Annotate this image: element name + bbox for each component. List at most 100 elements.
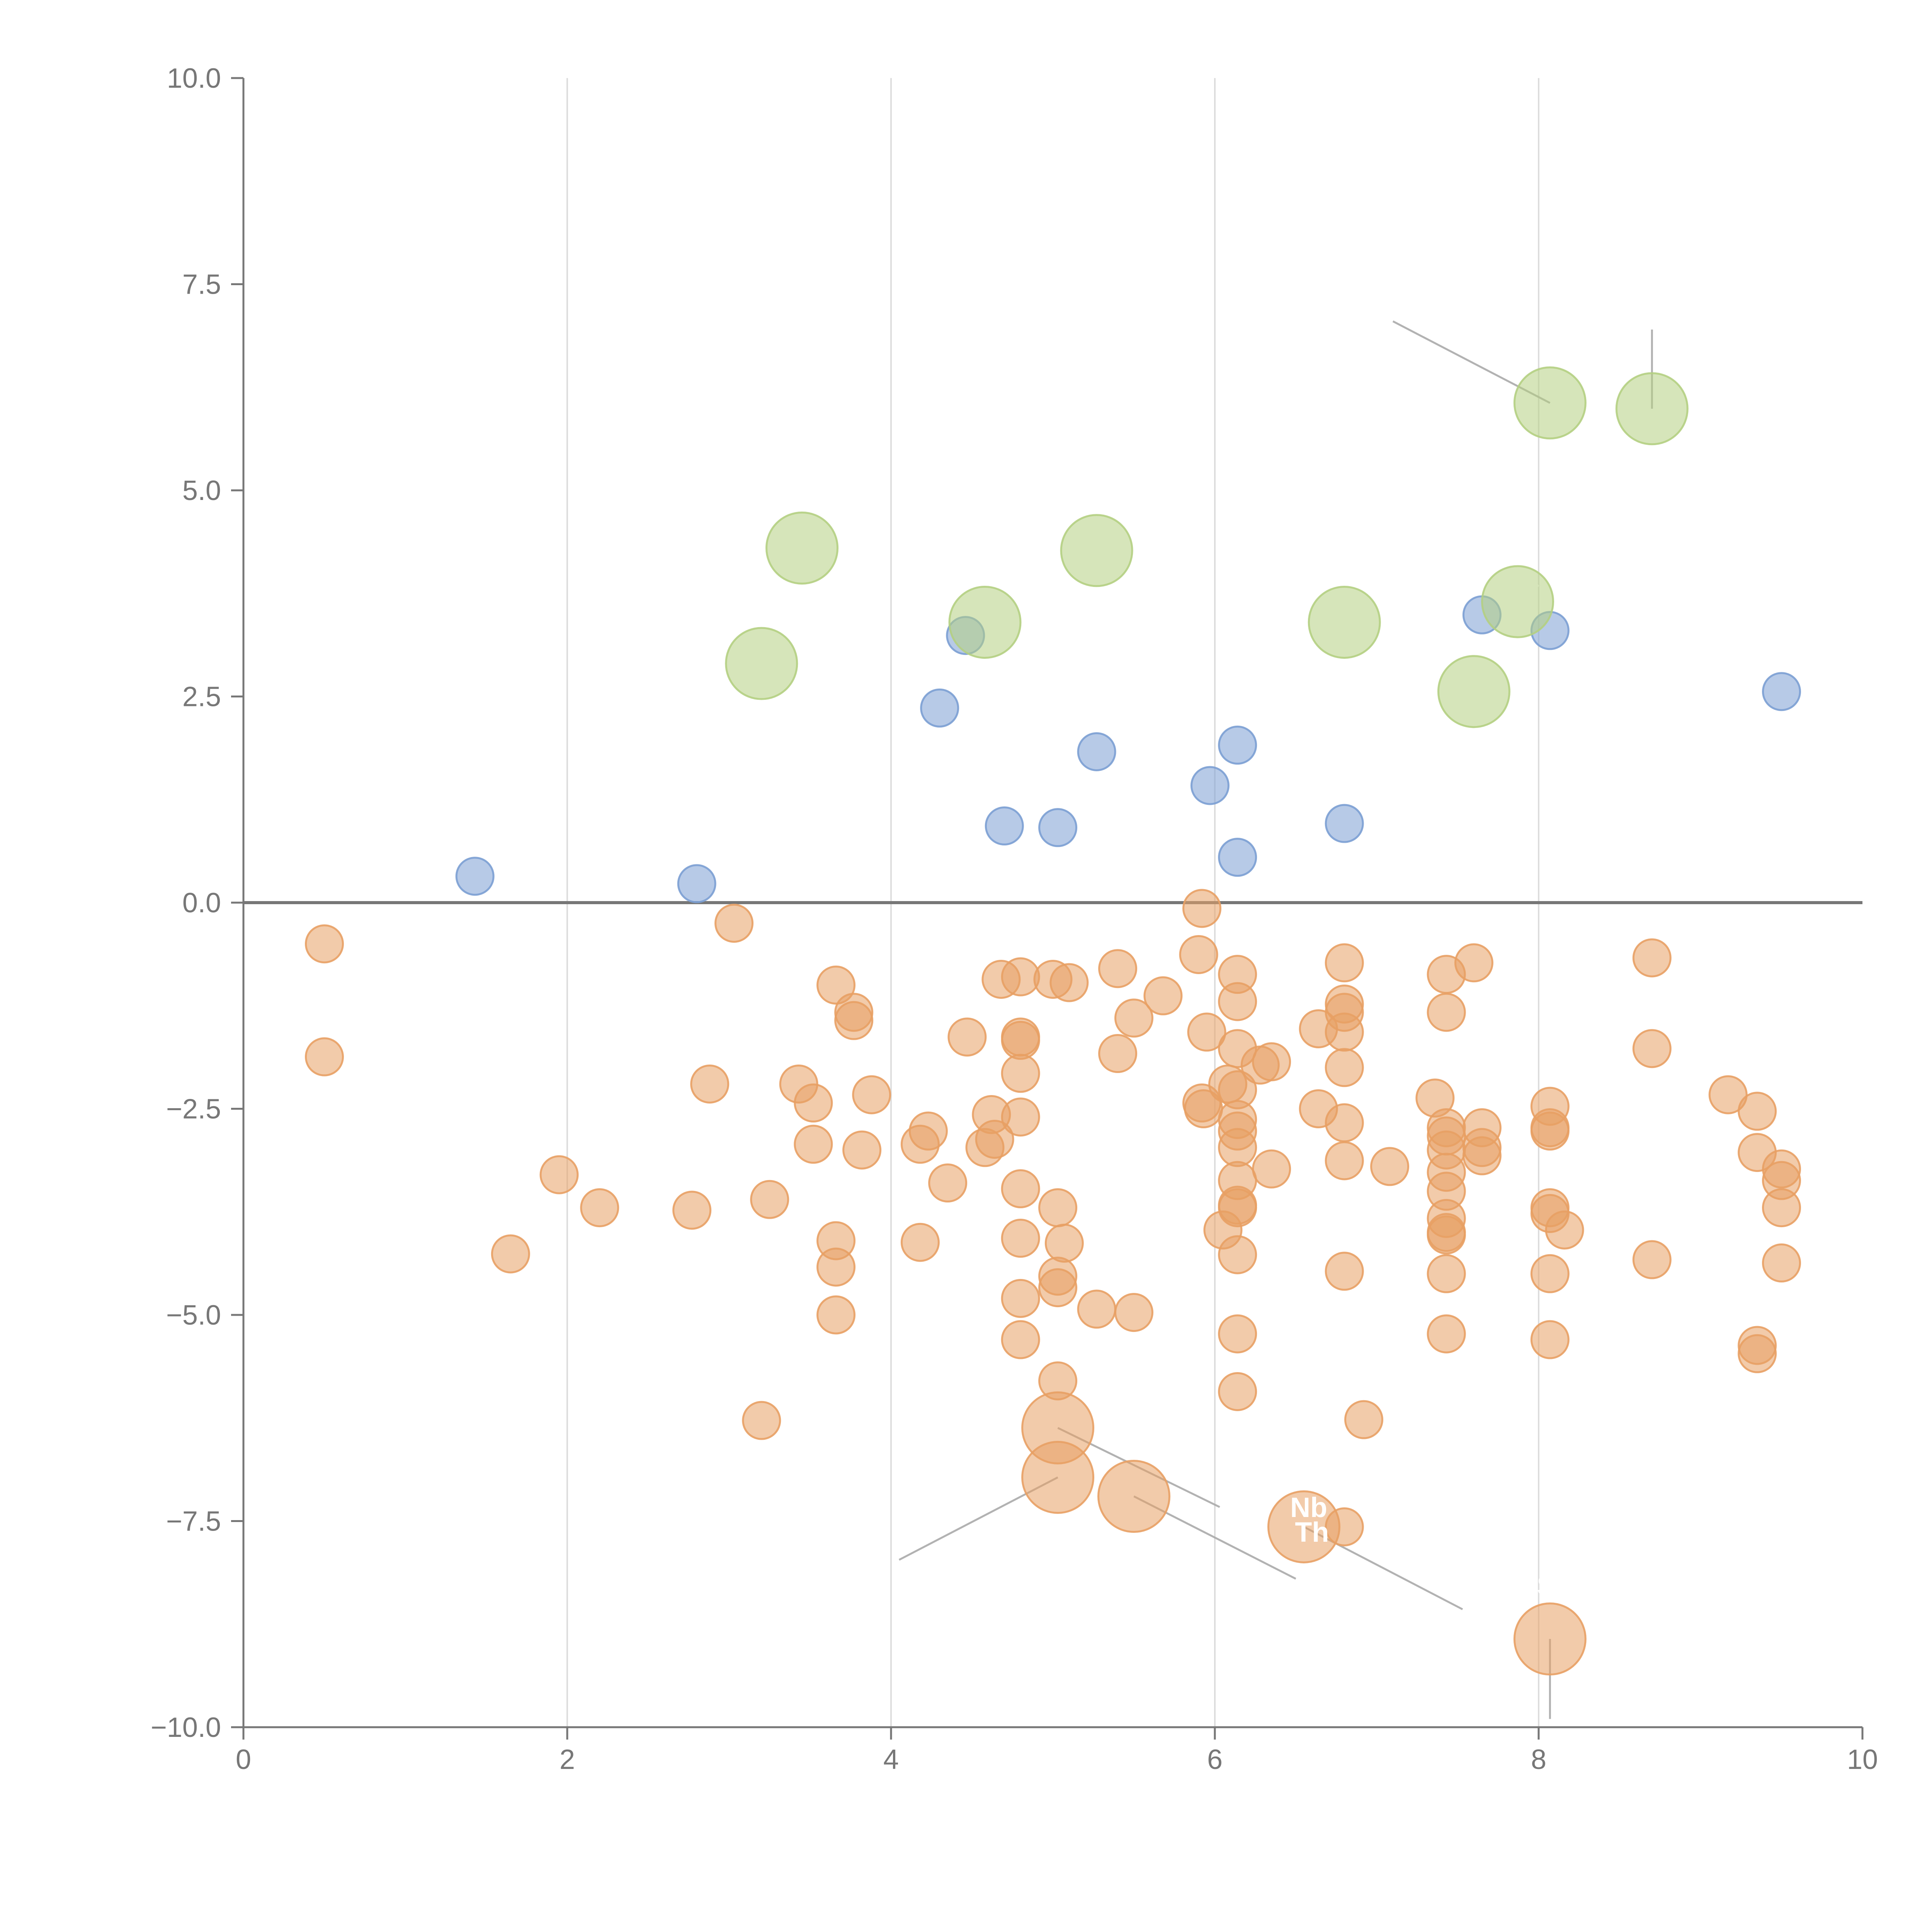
point-orange-51 bbox=[1143, 976, 1183, 1015]
point-orange-1 bbox=[305, 1037, 344, 1077]
point-orange-28 bbox=[975, 1119, 1014, 1159]
point-orange-48 bbox=[1098, 1034, 1138, 1073]
point-orange-50 bbox=[1114, 1293, 1153, 1332]
point-orange-19 bbox=[842, 1130, 882, 1170]
x-tick-label-5: 10 bbox=[1847, 1744, 1878, 1775]
point-orange-71 bbox=[1218, 1372, 1257, 1411]
point-blue-2 bbox=[920, 688, 959, 728]
y-tick-label-4: 0.0 bbox=[182, 888, 221, 918]
point-orange-25 bbox=[947, 1017, 987, 1057]
point-orange-87 bbox=[1370, 1147, 1410, 1186]
x-tick-label-3: 6 bbox=[1207, 1744, 1223, 1775]
point-green-4 bbox=[1308, 585, 1381, 659]
point-green-0 bbox=[725, 627, 798, 700]
point-orange-53 bbox=[1179, 935, 1218, 974]
point-orange-98 bbox=[1427, 1215, 1466, 1255]
point-orange-11 bbox=[794, 1083, 833, 1123]
point-blue-5 bbox=[1038, 808, 1078, 847]
point-orange-114 bbox=[1632, 1029, 1672, 1068]
point-orange-32 bbox=[1001, 1020, 1040, 1060]
point-blue-7 bbox=[1190, 766, 1230, 805]
point-orange-46 bbox=[1077, 1289, 1116, 1329]
point-orange-73 bbox=[1252, 1042, 1291, 1082]
point-orange-45 bbox=[1049, 963, 1089, 1002]
tick-labels: −10.0 −7.5 −5.0 −2.5 0.0 2.5 5.0 7.5 10.0 0 2 4 6 8 10 bbox=[151, 63, 1878, 1775]
point-orange-74 bbox=[1252, 1149, 1291, 1189]
annotation-label-0: Nb bbox=[1290, 1492, 1327, 1523]
y-tick-label-8: 10.0 bbox=[167, 63, 221, 94]
point-orange-20 bbox=[852, 1075, 891, 1114]
point-orange-13 bbox=[816, 965, 856, 1005]
point-orange-104 bbox=[1462, 1136, 1502, 1175]
point-orange-0 bbox=[305, 924, 344, 964]
annotation-label-1: Th bbox=[1295, 1517, 1329, 1548]
x-tick-label-2: 4 bbox=[883, 1744, 899, 1775]
point-orange-43 bbox=[1038, 1268, 1078, 1308]
point-orange-highlighted-2 bbox=[1097, 1459, 1170, 1533]
point-orange-56 bbox=[1187, 1012, 1226, 1052]
x-tick-label-4: 8 bbox=[1531, 1744, 1546, 1775]
point-orange-7 bbox=[714, 903, 754, 943]
point-orange-18 bbox=[834, 1001, 874, 1040]
point-orange-68 bbox=[1218, 1188, 1257, 1228]
point-orange-99 bbox=[1427, 1254, 1466, 1293]
point-blue-8 bbox=[1218, 725, 1257, 765]
point-orange-82 bbox=[1325, 1103, 1364, 1143]
point-orange-2 bbox=[491, 1234, 530, 1274]
point-orange-100 bbox=[1427, 1314, 1466, 1354]
point-orange-112 bbox=[1545, 1210, 1584, 1250]
point-orange-9 bbox=[750, 1180, 789, 1219]
point-orange-37 bbox=[1001, 1279, 1040, 1318]
point-orange-84 bbox=[1325, 1252, 1364, 1291]
point-orange-highlighted-4 bbox=[1513, 1602, 1587, 1676]
y-tick-label-2: −5.0 bbox=[166, 1300, 221, 1331]
point-orange-21 bbox=[900, 1223, 940, 1262]
point-orange-117 bbox=[1738, 1092, 1777, 1131]
point-orange-16 bbox=[816, 1295, 856, 1335]
point-orange-23 bbox=[908, 1111, 948, 1151]
point-blue-1 bbox=[677, 864, 716, 903]
axes bbox=[231, 77, 1864, 1740]
point-orange-5 bbox=[672, 1190, 712, 1230]
point-orange-highlighted-3 bbox=[1267, 1490, 1340, 1563]
point-orange-111 bbox=[1530, 1320, 1570, 1359]
point-orange-30 bbox=[1001, 957, 1040, 997]
point-blue-0 bbox=[455, 857, 495, 896]
point-orange-65 bbox=[1218, 1128, 1257, 1167]
point-orange-15 bbox=[816, 1247, 856, 1287]
point-orange-47 bbox=[1098, 949, 1138, 988]
y-tick-label-6: 5.0 bbox=[182, 475, 221, 506]
point-orange-101 bbox=[1454, 943, 1493, 983]
point-blue-6 bbox=[1077, 732, 1116, 771]
y-tick-label-0: −10.0 bbox=[151, 1712, 221, 1743]
point-blue-9 bbox=[1218, 838, 1257, 877]
point-orange-4 bbox=[580, 1188, 619, 1228]
point-orange-36 bbox=[1001, 1219, 1040, 1258]
data-points bbox=[305, 366, 1801, 1676]
point-orange-115 bbox=[1632, 1240, 1672, 1279]
point-orange-70 bbox=[1218, 1314, 1257, 1354]
point-green-3 bbox=[1060, 514, 1133, 587]
point-orange-52 bbox=[1182, 889, 1221, 928]
y-tick-label-5: 2.5 bbox=[182, 682, 221, 713]
point-orange-80 bbox=[1325, 1012, 1364, 1052]
point-orange-44 bbox=[1044, 1223, 1084, 1263]
point-orange-41 bbox=[1038, 1188, 1078, 1228]
point-orange-49 bbox=[1114, 998, 1153, 1038]
point-orange-113 bbox=[1632, 938, 1672, 978]
point-orange-107 bbox=[1530, 1111, 1570, 1151]
point-orange-8 bbox=[742, 1401, 781, 1440]
y-tick-label-3: −2.5 bbox=[166, 1094, 221, 1125]
point-orange-highlighted-1 bbox=[1021, 1440, 1095, 1514]
point-green-2 bbox=[948, 585, 1022, 659]
point-orange-38 bbox=[1001, 1320, 1040, 1359]
y-tick-label-1: −7.5 bbox=[166, 1506, 221, 1537]
point-blue-13 bbox=[1762, 672, 1801, 711]
point-orange-60 bbox=[1218, 982, 1257, 1021]
point-orange-81 bbox=[1325, 1048, 1364, 1087]
point-orange-124 bbox=[1762, 1243, 1801, 1283]
point-orange-83 bbox=[1325, 1141, 1364, 1180]
annotation-label-2: Sr bbox=[1537, 1571, 1566, 1602]
point-blue-4 bbox=[985, 806, 1024, 846]
